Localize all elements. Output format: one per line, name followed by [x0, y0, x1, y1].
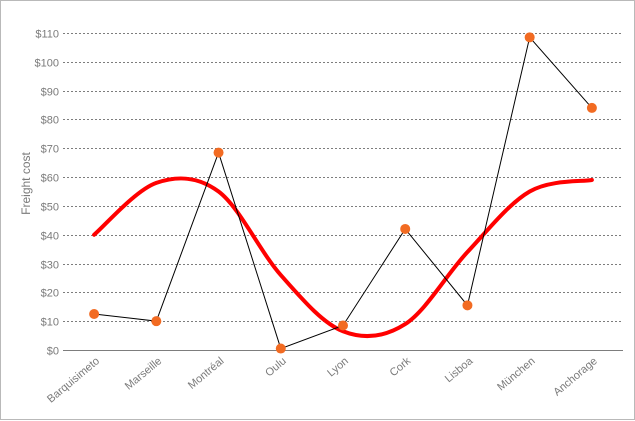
- data-point: [151, 316, 162, 327]
- x-tick-label: Barquisimeto: [45, 355, 102, 405]
- series-line: [94, 36, 593, 350]
- trend-line: [92, 176, 594, 338]
- x-tick-label: Oulu: [263, 355, 289, 379]
- data-point: [275, 343, 286, 354]
- y-tick-label: $110: [35, 29, 59, 41]
- x-tick-label: Cork: [388, 355, 414, 379]
- x-tick-label: Lyon: [325, 355, 351, 379]
- data-point: [213, 147, 224, 158]
- y-tick-label: $50: [41, 202, 59, 214]
- data-point: [89, 308, 100, 319]
- y-axis-label: Freight cost: [19, 151, 33, 214]
- y-tick-label: $10: [41, 317, 59, 329]
- data-point: [524, 32, 535, 43]
- data-point: [400, 223, 411, 234]
- y-axis-tick-labels: $0 $10 $20 $30 $40 $50 $60 $70 $80 $90 $100 $110: [35, 29, 59, 358]
- y-tick-label: $20: [41, 288, 59, 300]
- x-axis-tick-labels: Barquisimeto Marseille Montréal Oulu Lyon Cor…: [45, 355, 600, 406]
- gridlines: [63, 33, 623, 351]
- y-tick-label: $30: [41, 260, 59, 272]
- x-tick-label: Lisboa: [443, 355, 476, 386]
- y-tick-label: $90: [41, 87, 59, 99]
- x-tick-label: München: [495, 355, 537, 393]
- data-point: [338, 320, 348, 331]
- data-point: [586, 102, 597, 113]
- x-tick-label: Montréal: [186, 355, 226, 392]
- y-tick-label: $100: [35, 58, 59, 70]
- y-tick-label: $40: [41, 231, 59, 243]
- x-tick-label: Marseille: [123, 355, 164, 392]
- y-tick-label: $70: [41, 144, 59, 156]
- y-tick-label: $0: [47, 346, 59, 358]
- x-tick-label: Anchorage: [551, 355, 599, 398]
- series: [89, 32, 597, 354]
- y-tick-label: $80: [41, 115, 59, 127]
- data-point: [462, 300, 473, 311]
- y-tick-label: $60: [41, 173, 59, 185]
